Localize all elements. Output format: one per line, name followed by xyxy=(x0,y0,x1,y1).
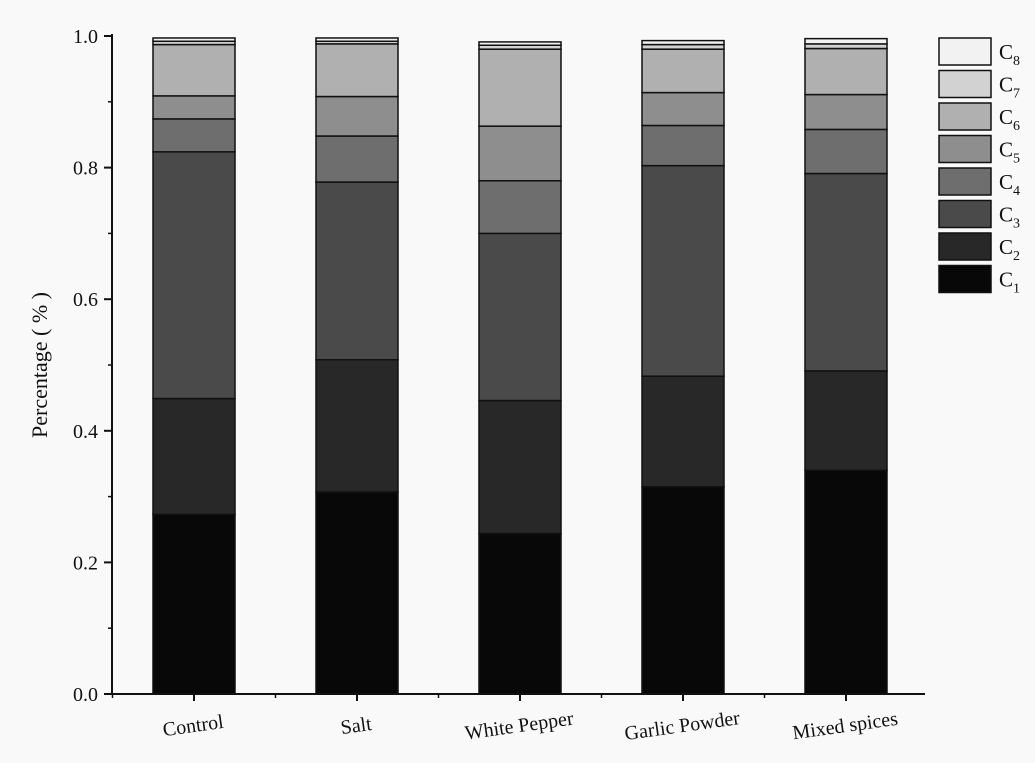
legend-swatch-c7 xyxy=(938,69,992,99)
legend-swatch-c1 xyxy=(938,264,992,294)
x-tick-label: White Pepper xyxy=(463,708,575,745)
bar-segment-control-c2 xyxy=(152,397,236,516)
bar-segment-garlic-powder-c3 xyxy=(641,164,725,377)
legend: C8 C7 C6 C5 C4 C3 C2 C1 xyxy=(938,37,1020,297)
legend-label-c6: C6 xyxy=(999,105,1020,134)
legend-label-c7: C7 xyxy=(999,73,1020,102)
bar-segment-white-pepper-c6 xyxy=(478,48,562,127)
legend-swatch-c3 xyxy=(938,199,992,229)
x-tick-label: Mixed spices xyxy=(791,708,899,745)
bar-segment-control-c3 xyxy=(152,151,236,400)
legend-label-c1: C1 xyxy=(999,268,1020,297)
y-tick-label: 0.2 xyxy=(73,552,98,574)
legend-label-c2: C2 xyxy=(999,235,1020,264)
bar-segment-control-c5 xyxy=(152,95,236,120)
y-axis-title: Percentage ( % ) xyxy=(27,292,52,438)
bar-segment-salt-c6 xyxy=(315,43,399,98)
bar-segment-garlic-powder-c5 xyxy=(641,91,725,127)
legend-swatch-c6 xyxy=(938,102,992,131)
bar-segment-mixed-spices-c5 xyxy=(804,93,888,131)
bar-segment-garlic-powder-c2 xyxy=(641,375,725,488)
legend-label-c8: C8 xyxy=(999,40,1020,69)
bar-segment-garlic-powder-c6 xyxy=(641,48,725,94)
x-tick-label: Control xyxy=(161,711,225,741)
y-tick-label: 0.6 xyxy=(73,289,98,311)
y-tick-label: 0.0 xyxy=(73,684,98,706)
bar-segment-garlic-powder-c4 xyxy=(641,124,725,167)
bar-segment-garlic-powder-c8 xyxy=(641,39,725,46)
bar-segment-white-pepper-c4 xyxy=(478,180,562,235)
bar-segment-white-pepper-c3 xyxy=(478,232,562,402)
legend-label-c5: C5 xyxy=(999,138,1020,167)
legend-swatch-c8 xyxy=(938,37,992,66)
y-tick-label: 1.0 xyxy=(73,26,98,48)
bar-segment-control-c6 xyxy=(152,43,236,97)
legend-swatch-c4 xyxy=(938,167,992,196)
bar-segment-mixed-spices-c2 xyxy=(804,370,888,472)
bar-segment-control-c8 xyxy=(152,37,236,43)
bar-segment-control-c4 xyxy=(152,118,236,153)
bar-segment-mixed-spices-c1 xyxy=(804,469,888,695)
bar-segment-white-pepper-c5 xyxy=(478,125,562,182)
x-tick-label: Salt xyxy=(339,713,373,739)
y-tick-label: 0.8 xyxy=(73,158,98,180)
bar-segment-mixed-spices-c3 xyxy=(804,172,888,372)
bar-segment-salt-c4 xyxy=(315,135,399,183)
bar-segment-salt-c5 xyxy=(315,95,399,137)
legend-label-c4: C4 xyxy=(999,170,1020,199)
bar-segment-mixed-spices-c4 xyxy=(804,128,888,175)
bar-segment-control-c1 xyxy=(152,513,236,695)
bar-segment-salt-c3 xyxy=(315,181,399,361)
bar-segment-mixed-spices-c6 xyxy=(804,47,888,96)
x-tick-label: Garlic Powder xyxy=(623,707,741,745)
bar-segment-white-pepper-c1 xyxy=(478,532,562,695)
bar-segment-white-pepper-c8 xyxy=(478,41,562,46)
y-tick-label: 0.4 xyxy=(73,421,98,443)
bar-segment-salt-c8 xyxy=(315,37,399,43)
plot-area xyxy=(152,37,888,695)
bar-segment-white-pepper-c2 xyxy=(478,399,562,535)
legend-swatch-c2 xyxy=(938,232,992,261)
bar-segment-salt-c2 xyxy=(315,358,399,493)
bar-segment-mixed-spices-c8 xyxy=(804,37,888,45)
bar-segment-salt-c1 xyxy=(315,491,399,695)
bar-segment-garlic-powder-c1 xyxy=(641,485,725,695)
legend-label-c3: C3 xyxy=(999,203,1020,232)
legend-swatch-c5 xyxy=(938,134,992,164)
